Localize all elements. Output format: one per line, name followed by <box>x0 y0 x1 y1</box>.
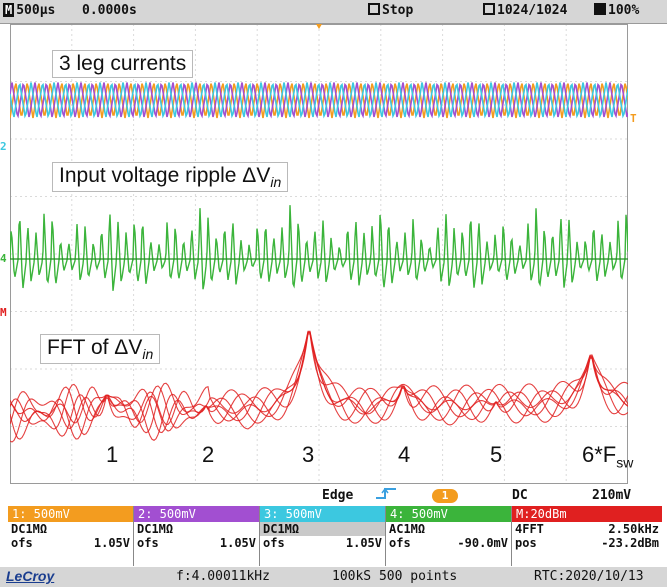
current-trace-2 <box>10 82 628 119</box>
current-trace-3 <box>10 82 628 119</box>
fft-trace-5 <box>10 330 628 436</box>
trigger-position-icon <box>316 24 322 29</box>
trigger-type[interactable]: Edge <box>322 488 354 503</box>
trigger-source[interactable]: 1 <box>432 488 458 503</box>
channel-panels: 1: 500mV DC1MΩ ofs 1.05V 2: 500mV DC1MΩ o… <box>0 506 667 566</box>
rtc-readout: RTC:2020/10/13 <box>534 569 644 584</box>
footer-bar: LeCroy f:4.00011kHz 100kS 500 points RTC… <box>0 567 667 587</box>
edge-icon <box>374 486 398 506</box>
ch2-marker[interactable]: 2 <box>0 140 7 153</box>
harmonic-label: 4 <box>398 442 411 467</box>
currents-label: 3 leg currents <box>52 50 194 78</box>
ch4-marker[interactable]: 4 <box>0 252 7 265</box>
harmonic-label: 1 <box>106 442 119 467</box>
stop-icon <box>368 3 380 15</box>
trigger-coupling[interactable]: DC <box>512 488 528 503</box>
run-state[interactable]: Stop <box>368 3 413 18</box>
current-trace-1 <box>10 83 628 119</box>
trigger-level-marker[interactable]: T <box>630 112 637 125</box>
harmonic-label: 3 <box>302 442 315 467</box>
channel-4-panel[interactable]: 4: 500mV AC1MΩ ofs -90.0mV <box>386 506 512 566</box>
ripple-trace <box>10 205 628 291</box>
trigger-row: Edge 1 DC 210mV <box>0 486 667 506</box>
timebase-icon: M <box>3 3 15 17</box>
timebase-readout[interactable]: M 500µs <box>3 3 56 18</box>
acquisition-count: 1024/1024 <box>483 3 567 18</box>
zoom-icon <box>594 3 606 15</box>
ripple-label: Input voltage ripple ΔVin <box>52 162 289 193</box>
channel-3-panel[interactable]: 3: 500mV DC1MΩ ofs 1.05V <box>260 506 386 566</box>
frequency-readout: f:4.00011kHz <box>176 569 270 584</box>
delay-readout[interactable]: 0.0000s <box>82 3 137 18</box>
waveform-display <box>10 24 628 484</box>
fft-trace-2 <box>10 332 628 443</box>
zoom-readout[interactable]: 100% <box>594 3 639 18</box>
channel-1-panel[interactable]: 1: 500mV DC1MΩ ofs 1.05V <box>8 506 134 566</box>
scope-screen[interactable]: 3 leg currents Input voltage ripple ΔVin… <box>10 24 633 484</box>
harmonic-label: 6*Fsw <box>582 442 634 471</box>
math-panel[interactable]: M:20dBm 4FFT 2.50kHz pos -23.2dBm <box>512 506 662 566</box>
fft-trace-6 <box>10 331 628 440</box>
fft-label: FFT of ΔVin <box>40 334 161 365</box>
trigger-level[interactable]: 210mV <box>592 488 632 503</box>
stack-icon <box>483 3 495 15</box>
channel-2-panel[interactable]: 2: 500mV DC1MΩ ofs 1.05V <box>134 506 260 566</box>
status-bar: M 500µs 0.0000s Stop 1024/1024 100% <box>0 0 667 24</box>
math-marker[interactable]: M <box>0 306 7 319</box>
harmonic-label: 2 <box>202 442 215 467</box>
sampling-readout: 100kS 500 points <box>332 569 458 584</box>
harmonic-label: 5 <box>490 442 503 467</box>
lecroy-logo: LeCroy <box>6 568 55 584</box>
